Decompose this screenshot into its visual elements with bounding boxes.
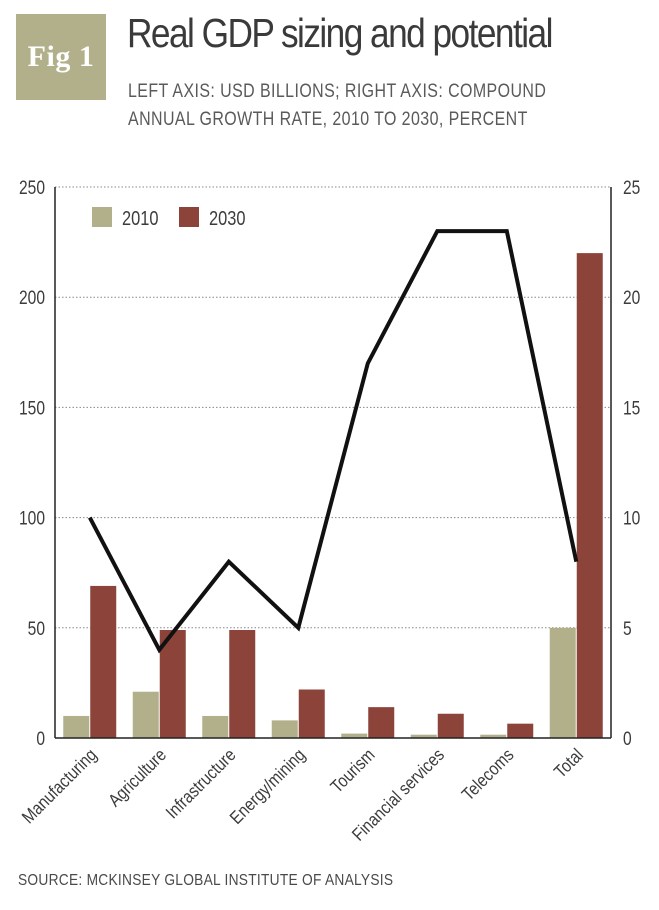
right-tick-label: 10 (623, 507, 640, 529)
right-tick-label: 25 (623, 177, 640, 199)
category-label: Agriculture (104, 745, 170, 811)
subtitle-line-2: ANNUAL GROWTH RATE, 2010 TO 2030, PERCEN… (128, 109, 528, 130)
legend-swatch (179, 207, 199, 227)
bar-2030 (507, 723, 534, 738)
subtitle-line-1: LEFT AXIS: USD BILLIONS; RIGHT AXIS: COM… (128, 81, 547, 102)
legend-label: 2030 (209, 206, 245, 229)
bars (63, 253, 603, 738)
left-tick-label: 100 (19, 507, 45, 529)
bar-2010 (132, 691, 159, 738)
bar-2010 (271, 720, 298, 738)
axes (54, 187, 612, 739)
bar-2010 (410, 734, 437, 738)
right-tick-label: 0 (623, 728, 632, 750)
right-tick-label: 15 (623, 397, 640, 419)
gridlines (55, 186, 611, 629)
category-label: Manufacturing (18, 745, 101, 828)
bar-2030 (368, 707, 395, 738)
bar-2010 (549, 627, 576, 738)
bar-2030 (159, 630, 186, 738)
figure-badge: Fig 1 (16, 14, 106, 100)
bar-2030 (298, 689, 325, 738)
category-label: Tourism (326, 745, 378, 797)
category-label: Energy/mining (226, 745, 310, 829)
left-tick-label: 50 (28, 617, 45, 639)
source-note: SOURCE: MCKINSEY GLOBAL INSTITUTE OF ANA… (18, 872, 394, 889)
gdp-chart: 0 50 100 150 200 250 0 5 10 15 20 25 Manufacturing Ag… (18, 177, 640, 845)
bar-2010 (480, 734, 507, 738)
bar-2010 (202, 715, 229, 738)
bar-2030 (90, 585, 117, 738)
category-label: Total (550, 745, 587, 782)
legend-swatch (92, 207, 112, 227)
right-tick-label: 5 (623, 617, 632, 639)
left-tick-label: 200 (19, 287, 45, 309)
legend-label: 2010 (122, 206, 158, 229)
left-tick-label: 250 (19, 177, 45, 199)
legend: 2010 2030 (92, 206, 245, 229)
chart-title: Real GDP sizing and potential (127, 10, 553, 56)
bar-2030 (229, 630, 256, 738)
bar-2030 (576, 253, 603, 738)
bar-2030 (437, 713, 464, 738)
category-label: Telecoms (458, 745, 518, 805)
right-tick-label: 20 (623, 287, 640, 309)
figure-badge-label: Fig 1 (27, 40, 95, 73)
growth-line (88, 229, 579, 654)
left-tick-label: 0 (36, 728, 45, 750)
bar-2010 (341, 733, 368, 738)
bar-2010 (63, 715, 90, 738)
left-tick-label: 150 (19, 397, 45, 419)
chart-subtitle: LEFT AXIS: USD BILLIONS; RIGHT AXIS: COM… (128, 78, 546, 134)
growth-rate-line (88, 229, 579, 654)
